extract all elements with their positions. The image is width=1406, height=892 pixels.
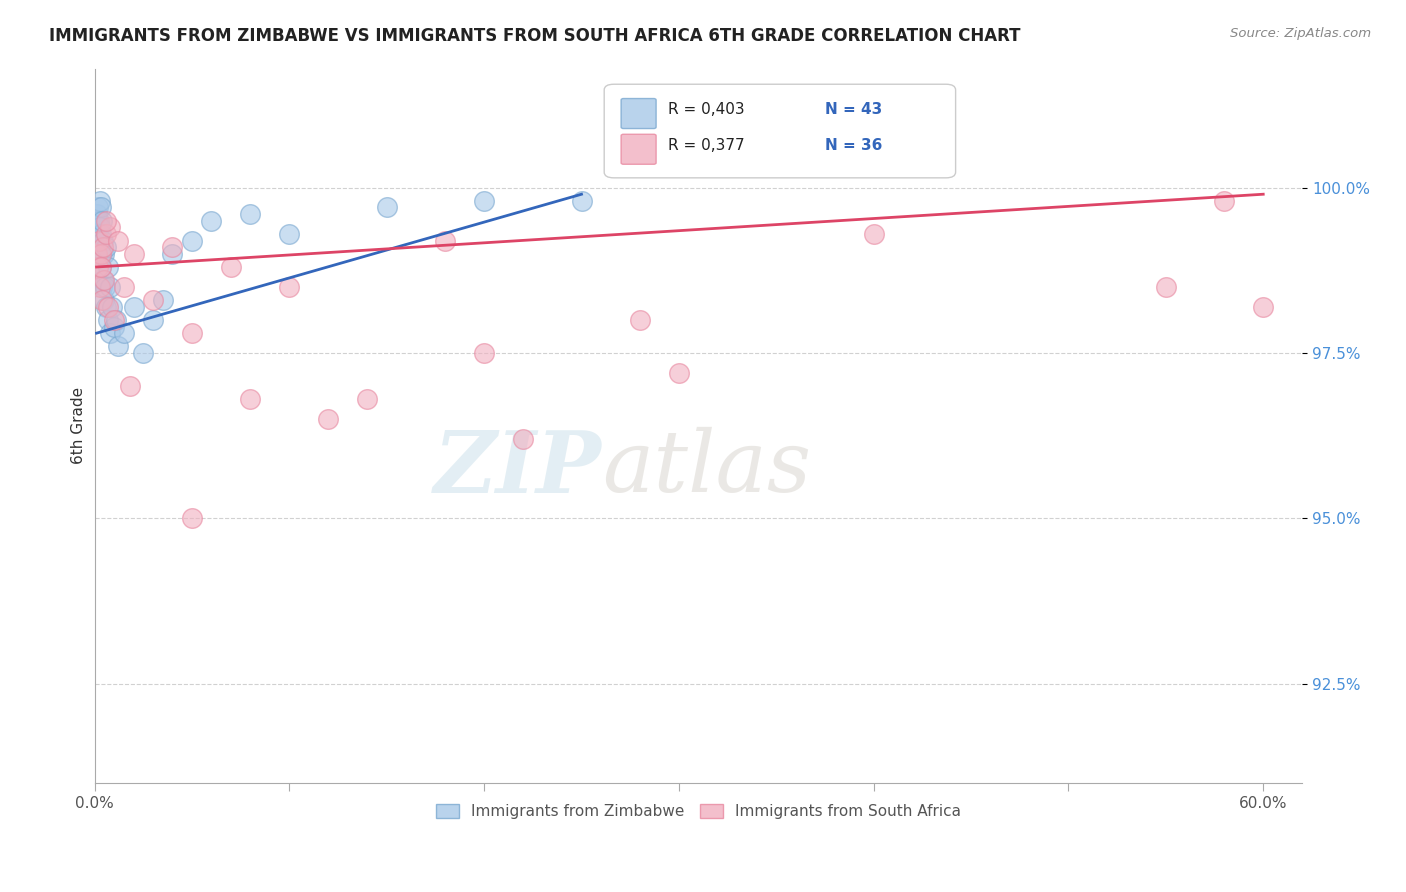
Point <box>93 293 115 307</box>
Text: ZIP: ZIP <box>434 427 602 510</box>
Point <box>112 326 135 340</box>
Point <box>90 246 112 260</box>
Point <box>668 366 690 380</box>
Point <box>132 346 155 360</box>
Text: N = 43: N = 43 <box>825 103 883 118</box>
Point <box>105 313 128 327</box>
Point <box>107 234 129 248</box>
Point <box>98 280 121 294</box>
Point <box>91 240 114 254</box>
Point <box>90 227 112 241</box>
Point <box>103 313 125 327</box>
Point <box>181 234 204 248</box>
Point <box>512 432 534 446</box>
Point <box>91 293 114 307</box>
Point <box>1251 300 1274 314</box>
Text: IMMIGRANTS FROM ZIMBABWE VS IMMIGRANTS FROM SOUTH AFRICA 6TH GRADE CORRELATION C: IMMIGRANTS FROM ZIMBABWE VS IMMIGRANTS F… <box>49 27 1021 45</box>
Point <box>87 227 110 241</box>
Y-axis label: 6th Grade: 6th Grade <box>72 387 86 465</box>
Point <box>96 213 118 227</box>
Point <box>200 213 222 227</box>
Point <box>152 293 174 307</box>
Point <box>90 260 112 274</box>
Point <box>93 246 115 260</box>
Text: R = 0,377: R = 0,377 <box>668 138 745 153</box>
Point <box>86 246 108 260</box>
Point <box>96 300 118 314</box>
Point <box>118 379 141 393</box>
Point <box>318 412 340 426</box>
Point <box>91 273 114 287</box>
FancyBboxPatch shape <box>605 84 956 178</box>
Text: atlas: atlas <box>602 427 811 510</box>
Point <box>98 220 121 235</box>
Point <box>278 280 301 294</box>
Point <box>103 319 125 334</box>
Point <box>91 246 114 260</box>
Text: N = 36: N = 36 <box>825 138 883 153</box>
Point <box>101 300 124 314</box>
FancyBboxPatch shape <box>621 98 657 128</box>
Point <box>86 207 108 221</box>
Point <box>91 280 114 294</box>
Point <box>89 280 111 294</box>
Point <box>91 213 114 227</box>
Point <box>93 273 115 287</box>
Point <box>862 227 884 241</box>
Point <box>97 260 120 274</box>
Point <box>122 246 145 260</box>
Point <box>89 213 111 227</box>
Point <box>89 220 111 235</box>
Point <box>87 201 110 215</box>
Point <box>1213 194 1236 208</box>
Point <box>434 234 457 248</box>
Point <box>356 392 378 407</box>
Point <box>96 227 118 241</box>
Point <box>162 246 184 260</box>
Point <box>96 240 118 254</box>
Point <box>91 234 114 248</box>
Point <box>89 246 111 260</box>
Legend: Immigrants from Zimbabwe, Immigrants from South Africa: Immigrants from Zimbabwe, Immigrants fro… <box>430 798 967 825</box>
Point <box>628 313 651 327</box>
Point <box>181 326 204 340</box>
Point <box>90 260 112 274</box>
Point <box>97 313 120 327</box>
Point <box>142 293 165 307</box>
Point <box>219 260 242 274</box>
Point <box>472 194 495 208</box>
Text: Source: ZipAtlas.com: Source: ZipAtlas.com <box>1230 27 1371 40</box>
FancyBboxPatch shape <box>621 135 657 164</box>
Point <box>122 300 145 314</box>
Point <box>571 194 593 208</box>
Point <box>98 326 121 340</box>
Point <box>142 313 165 327</box>
Point <box>97 300 120 314</box>
Point <box>278 227 301 241</box>
Point <box>107 339 129 353</box>
Point <box>1154 280 1177 294</box>
Point <box>472 346 495 360</box>
Point <box>89 194 111 208</box>
Point <box>181 511 204 525</box>
Point <box>86 213 108 227</box>
Point <box>239 207 262 221</box>
Point <box>112 280 135 294</box>
Point <box>375 201 398 215</box>
Point <box>239 392 262 407</box>
Point <box>90 201 112 215</box>
Point <box>89 234 111 248</box>
Point <box>87 260 110 274</box>
Text: R = 0,403: R = 0,403 <box>668 103 745 118</box>
Point <box>94 280 117 294</box>
Point <box>162 240 184 254</box>
Point <box>89 234 111 248</box>
